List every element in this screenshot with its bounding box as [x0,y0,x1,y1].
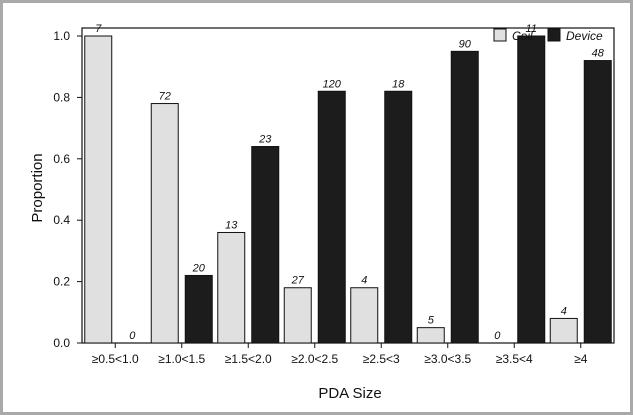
x-tick-label: ≥2.0<2.5 [291,352,338,366]
x-tick-label: ≥3.5<4 [496,352,533,366]
bar-coil-5 [416,327,445,344]
bar-count-label-coil-5: 5 [428,315,435,327]
bar-coil-0 [84,35,113,344]
bar-coil-4 [350,287,379,344]
bar-count-label-coil-0: 7 [95,23,102,35]
y-tick-label: 0.0 [53,336,70,350]
legend-swatch-device [547,28,561,42]
y-axis-title: Proportion [29,153,46,222]
bar-device-2 [251,146,280,344]
bar-count-label-device-0: 0 [129,330,136,342]
x-tick-label: ≥1.5<2.0 [225,352,272,366]
bar-labels: 7 0 72 20 13 23 27 120 4 18 5 90 0 11 4 48 [95,23,605,342]
bar-count-label-device-3: 120 [323,78,342,90]
bar-count-label-device-2: 23 [258,134,272,146]
bar-device-1 [184,274,213,344]
legend-label-device: Device [566,29,603,43]
bar-device-3 [317,90,346,344]
legend: Coil Device [493,28,603,43]
bar-count-label-coil-6: 0 [494,330,501,342]
x-tick-label: ≥3.0<3.5 [424,352,471,366]
y-tick-label: 0.2 [53,275,70,289]
bar-count-label-device-5: 90 [459,38,472,50]
y-tick-label: 0.8 [53,90,70,104]
bar-count-label-device-4: 18 [392,78,405,90]
axes [81,27,615,344]
plot-area-border [81,27,615,344]
bar-device-6 [517,35,546,344]
bar-count-label-device-7: 48 [592,48,605,60]
bar-count-label-coil-4: 4 [361,275,367,287]
bar-device-4 [384,90,413,344]
x-tick-label: ≥2.5<3 [363,352,400,366]
x-ticks: ≥0.5<1.0 ≥1.0<1.5 ≥1.5<2.0 ≥2.0<2.5 ≥2.5<3 ≥3… [92,343,588,366]
bar-coil-2 [217,231,246,344]
x-tick-label: ≥0.5<1.0 [92,352,139,366]
y-tick-label: 0.4 [53,213,70,227]
x-axis-title: PDA Size [318,385,381,402]
bar-count-label-coil-1: 72 [159,91,171,103]
y-tick-label: 1.0 [53,29,70,43]
bar-device-5 [450,50,479,344]
legend-swatch-coil [493,28,507,42]
bar-coil-7 [549,317,578,344]
bar-device-7 [583,60,612,344]
bar-count-label-coil-2: 13 [225,219,238,231]
bar-coil-1 [150,103,179,344]
bar-count-label-device-1: 20 [192,262,206,274]
bar-coil-3 [283,287,312,344]
y-ticks: 0.0 0.2 0.4 0.6 0.8 1.0 [53,29,82,350]
bar-count-label-coil-7: 4 [561,305,567,317]
bar-count-label-device-6: 11 [526,23,537,35]
x-tick-label: ≥1.0<1.5 [158,352,205,366]
legend-label-coil: Coil [512,29,533,43]
bars [84,35,612,344]
y-tick-label: 0.6 [53,152,70,166]
bar-count-label-coil-3: 27 [291,275,305,287]
x-tick-label: ≥4 [574,352,588,366]
